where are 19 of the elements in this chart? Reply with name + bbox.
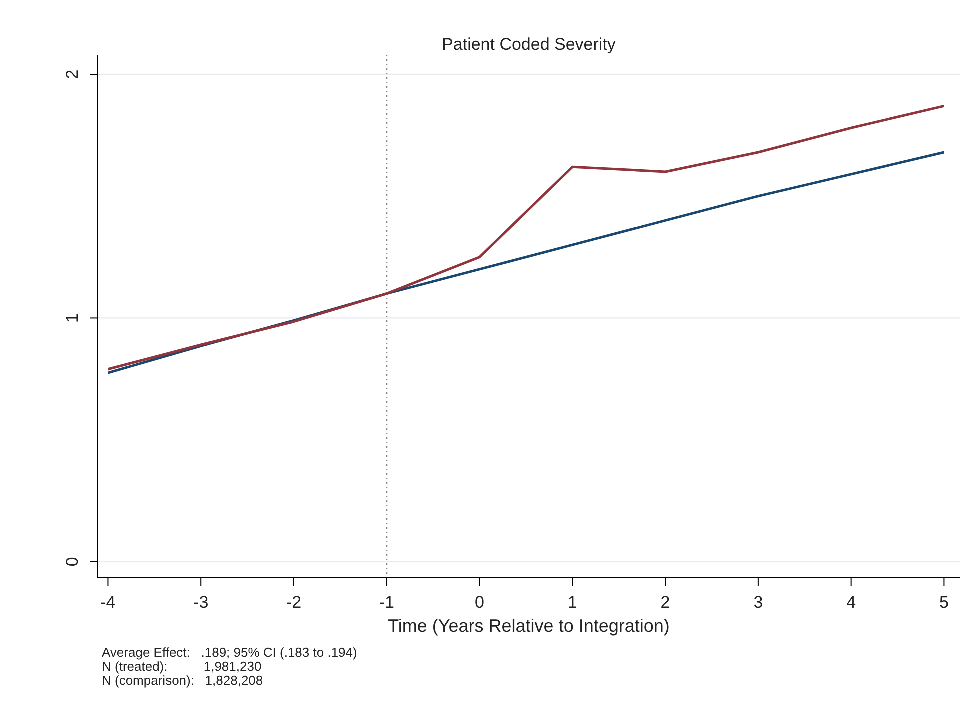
x-tick-label: 2	[660, 593, 670, 612]
chart-title: Patient Coded Severity	[442, 35, 616, 54]
y-tick-label: 2	[63, 70, 82, 80]
x-axis-title: Time (Years Relative to Integration)	[388, 616, 670, 636]
line-series	[106, 104, 946, 371]
text: Average Effect: .189; 95% CI (.183 to .194)	[102, 645, 358, 660]
x-tick-label: 5	[939, 593, 949, 612]
x-tick-label: -2	[286, 593, 302, 612]
x-tick-label: -1	[379, 593, 394, 612]
x-tick-label: -4	[100, 593, 116, 612]
x-tick-label: 3	[754, 593, 764, 612]
x-tick-label: 4	[846, 593, 856, 612]
x-tick-label: 1	[568, 593, 578, 612]
y-tick-label: 0	[63, 557, 82, 567]
x-tick-label: -3	[194, 593, 209, 612]
y-tick-label: 1	[63, 313, 82, 323]
text: N (treated): 1,981,230	[102, 659, 262, 674]
x-tick-label: 0	[475, 593, 485, 612]
text: N (comparison): 1,828,208	[102, 673, 264, 688]
